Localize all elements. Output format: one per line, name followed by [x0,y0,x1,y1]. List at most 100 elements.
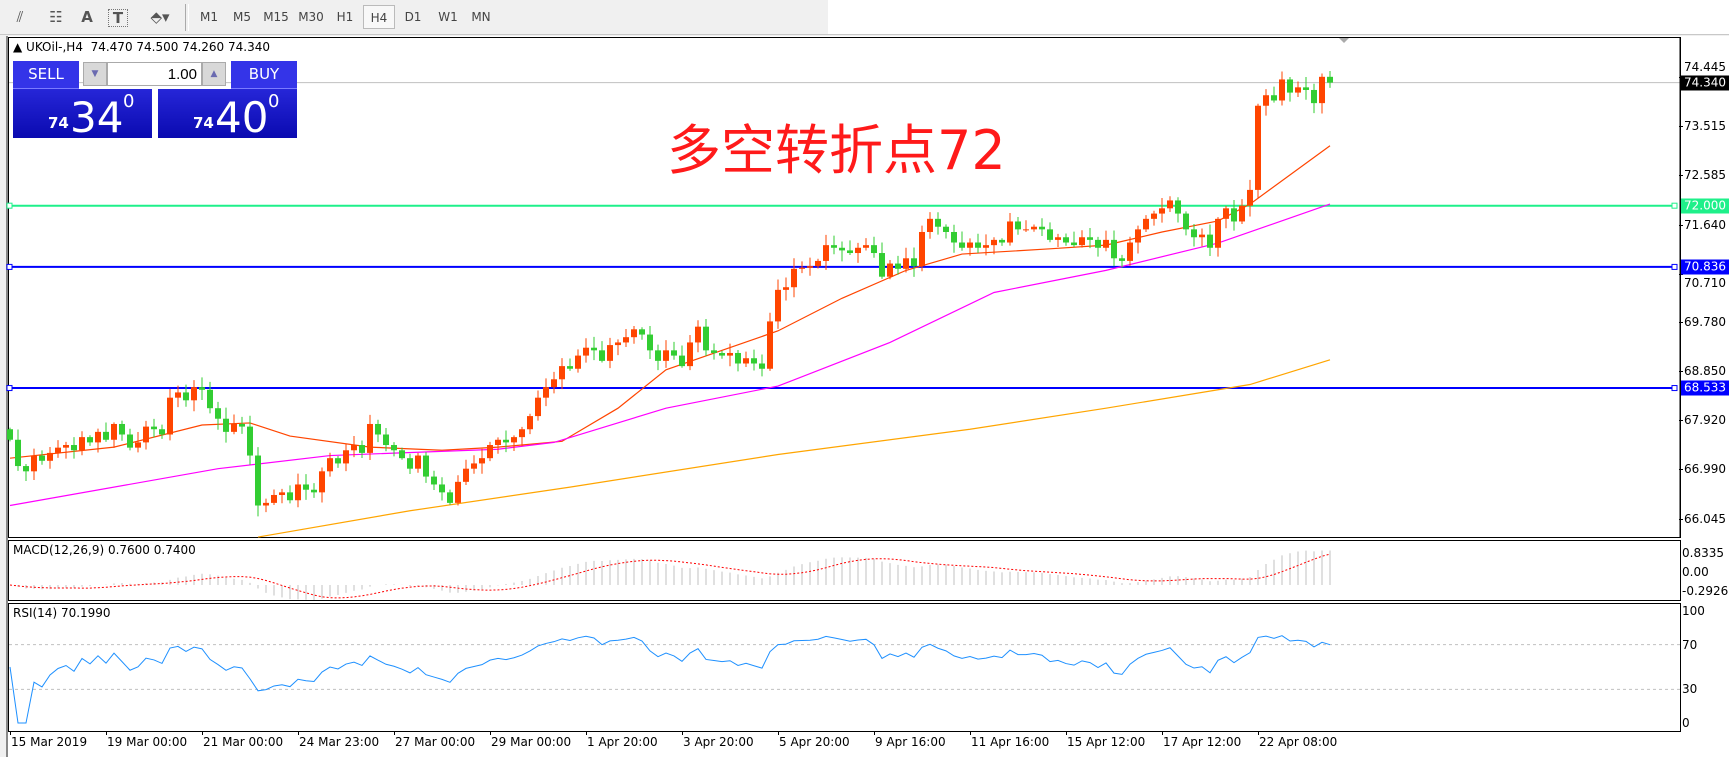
candle-body [655,350,661,361]
candle-body [903,258,909,269]
candle-body [63,445,69,448]
candle-body [191,387,197,401]
fibonacci-grid-icon[interactable]: ☷ [49,8,63,26]
arrows-dropdown-icon[interactable]: ⬘▾ [150,8,170,26]
candle-body [823,245,829,261]
text-icon[interactable]: A [81,8,93,26]
candle-body [151,426,157,430]
lot-decrease-button[interactable]: ▼ [83,62,107,86]
candle-body [1119,258,1125,261]
buy-price-prefix: 74 [193,114,214,132]
candle-body [167,397,173,435]
candle-body [343,450,349,464]
candle-body [399,450,405,459]
candle-body [55,447,61,453]
rsi-line [9,635,1331,724]
candle-body [719,352,725,356]
candle-body [911,258,917,267]
candle-body [1295,87,1301,93]
time-axis-label: 1 Apr 20:00 [587,735,658,749]
candle-body [647,334,653,351]
moving-average-line [257,359,1331,538]
timeframe-d1-button[interactable]: D1 [404,10,422,24]
candle-body [127,434,133,448]
candle-body [1007,221,1013,243]
candle-body [519,429,525,438]
timeframe-h4-button[interactable]: H4 [363,5,395,29]
candle-body [575,355,581,369]
rsi-axis-label: 100 [1682,604,1705,618]
time-axis-label: 19 Mar 00:00 [107,735,188,749]
price-axis-label: 66.045 [1684,511,1726,526]
macd-axis-label: 0.8335 [1682,546,1724,560]
candle-body [1079,237,1085,246]
candle-body [215,408,221,419]
candle-body [327,458,333,472]
timeframe-m30-button[interactable]: M30 [298,10,324,24]
candle-body [1095,239,1101,248]
time-axis-label: 9 Apr 16:00 [875,735,946,749]
time-axis-tick [874,731,875,735]
candle-body [159,429,165,435]
candle-body [1039,226,1045,230]
main-chart-panel[interactable] [8,37,1681,538]
price-axis-label: 73.515 [1684,119,1726,133]
candle-body [999,239,1005,243]
candle-body [479,458,485,464]
buy-price-button[interactable]: 74 40 0 [158,89,297,142]
chart-annotation-text[interactable]: 多空转折点72 [667,119,1006,182]
lot-size-input[interactable] [107,62,202,86]
fibonacci-fan-icon[interactable]: ⫽ [16,8,24,26]
sell-button[interactable]: SELL [13,61,79,89]
timeframe-m15-button[interactable]: M15 [263,10,289,24]
candle-body [231,423,237,432]
level-price-label: 70.836 [1681,259,1729,275]
candle-body [959,242,965,248]
candle-body [799,267,805,269]
candle-body [679,355,685,367]
time-axis-tick [298,731,299,735]
macd-signal-line [9,553,1331,599]
timeframe-m5-button[interactable]: M5 [233,10,251,24]
candle-body [663,350,669,361]
candle-body [471,463,477,469]
candle-body [1223,208,1229,219]
price-axis-tick [1679,322,1683,324]
candle-body [495,439,501,446]
rsi-panel[interactable] [8,603,1681,732]
candle-body [735,352,741,364]
macd-panel[interactable] [8,540,1681,601]
price-axis-tick [1679,420,1683,422]
candle-body [983,245,989,248]
price-axis-tick [1679,224,1683,226]
candle-body [639,329,645,335]
text-label-icon[interactable]: T [108,9,128,27]
candle-body [991,239,997,246]
time-axis-tick [682,731,683,735]
time-axis-label: 29 Mar 00:00 [491,735,572,749]
price-axis-label: 67.920 [1684,413,1726,428]
timeframe-m1-button[interactable]: M1 [200,10,218,24]
timeframe-mn-button[interactable]: MN [471,10,491,24]
candle-body [847,250,853,254]
time-axis-label: 15 Apr 12:00 [1067,735,1146,749]
candle-body [623,337,629,343]
candle-body [591,347,597,351]
time-axis-tick [1258,731,1259,735]
candle-body [431,476,437,485]
buy-button[interactable]: BUY [231,61,297,89]
time-axis-label: 27 Mar 00:00 [395,735,476,749]
price-axis-label: 70.710 [1684,275,1726,290]
lot-increase-button[interactable]: ▲ [202,62,226,86]
time-axis-label: 11 Apr 16:00 [971,735,1050,749]
timeframe-h1-button[interactable]: H1 [336,10,354,24]
sell-price-button[interactable]: 74 34 0 [13,89,152,142]
timeframe-w1-button[interactable]: W1 [438,10,458,24]
candle-body [1287,79,1293,93]
candle-body [527,416,533,430]
candle-body [303,484,309,490]
candle-body [943,226,949,232]
candle-body [71,445,77,451]
rsi-label: RSI(14) 70.1990 [13,606,111,620]
candle-body [367,423,373,453]
